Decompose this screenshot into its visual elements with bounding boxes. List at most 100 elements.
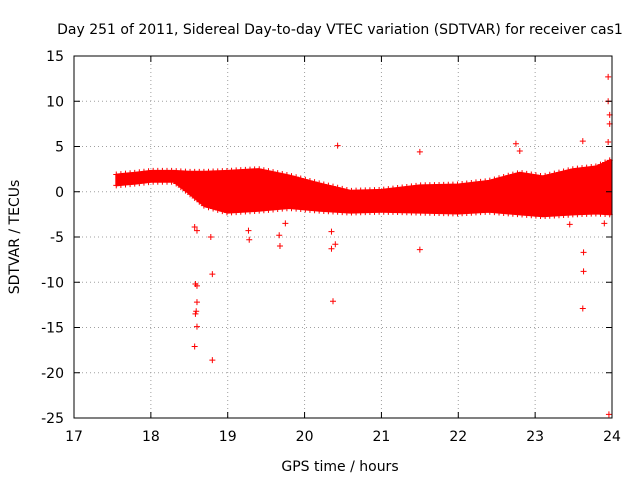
- outlier-point: [193, 323, 200, 330]
- x-tick-label: 18: [142, 429, 160, 445]
- data-point: [403, 183, 410, 190]
- data-point: [380, 186, 387, 193]
- data-point: [136, 169, 143, 176]
- x-tick-label: 23: [526, 429, 544, 445]
- data-point: [182, 187, 189, 194]
- data-point: [343, 186, 350, 193]
- data-point: [477, 178, 484, 185]
- x-tick-label: 19: [219, 429, 237, 445]
- outlier-point: [209, 357, 216, 364]
- y-axis-title: SDTVAR / TECUs: [7, 180, 23, 295]
- outlier-point: [605, 411, 612, 418]
- data-point: [565, 167, 572, 174]
- outlier-point: [207, 234, 214, 240]
- data-point: [523, 170, 530, 177]
- data-point: [140, 168, 147, 175]
- data-point: [297, 175, 304, 182]
- data-point: [569, 166, 576, 173]
- data-point: [136, 180, 143, 187]
- data-point: [597, 161, 604, 168]
- data-point: [574, 165, 581, 172]
- data-point: [491, 176, 498, 183]
- data-point: [583, 164, 590, 171]
- x-tick-label: 22: [449, 429, 467, 445]
- data-point: [274, 170, 281, 177]
- y-tick-label: 15: [46, 49, 64, 65]
- data-point: [210, 205, 217, 212]
- data-point: [293, 174, 300, 181]
- outlier-point: [276, 243, 283, 250]
- data-point: [214, 206, 221, 213]
- x-tick-label: 17: [65, 429, 83, 445]
- outlier-point: [416, 148, 423, 155]
- data-point: [306, 177, 313, 184]
- outlier-point: [209, 271, 216, 278]
- data-point: [311, 179, 318, 186]
- data-point: [265, 168, 272, 175]
- outlier-point: [193, 308, 200, 315]
- x-tick-labels: 17 18 19 20 21 22 23 24: [65, 429, 621, 445]
- data-point: [191, 194, 198, 201]
- outlier-point: [246, 236, 253, 243]
- x-tick-label: 24: [603, 429, 621, 445]
- data-band: [115, 159, 612, 218]
- data-point: [270, 169, 277, 176]
- data-point: [200, 202, 207, 209]
- y-tick-label: 10: [46, 94, 64, 110]
- data-point: [468, 179, 475, 186]
- data-point: [472, 179, 479, 186]
- x-tick-label: 21: [373, 429, 391, 445]
- data-point: [551, 170, 558, 177]
- y-tick-label: -25: [41, 411, 64, 427]
- outlier-point: [580, 268, 587, 275]
- data-point: [399, 184, 406, 191]
- data-point: [168, 178, 175, 185]
- data-point: [339, 185, 346, 192]
- data-point: [542, 172, 549, 179]
- data-markers: [113, 73, 613, 418]
- outlier-point: [328, 228, 335, 235]
- data-point: [260, 167, 267, 174]
- outlier-point: [191, 343, 198, 350]
- grid: [74, 56, 612, 418]
- data-point: [546, 171, 553, 178]
- axis-ticks: [73, 55, 613, 419]
- outlier-point: [579, 138, 586, 145]
- data-point: [140, 179, 147, 186]
- outlier-point: [330, 298, 337, 305]
- data-point: [588, 164, 595, 171]
- data-point: [320, 181, 327, 188]
- data-point: [205, 204, 212, 211]
- data-point: [389, 185, 396, 192]
- data-point: [408, 183, 415, 190]
- y-tick-label: -20: [41, 366, 64, 382]
- data-point: [528, 171, 535, 178]
- data-point: [330, 183, 337, 190]
- outlier-point: [193, 227, 200, 234]
- y-tick-labels: 15 10 5 0 -5 -10 -15 -20 -25: [41, 49, 64, 427]
- data-point: [394, 185, 401, 192]
- y-tick-label: -15: [41, 321, 64, 337]
- data-point: [256, 166, 263, 173]
- y-tick-label: 0: [55, 185, 64, 201]
- data-point: [177, 184, 184, 191]
- outlier-point: [245, 227, 252, 234]
- data-point: [592, 163, 599, 170]
- outlier-point: [601, 220, 608, 227]
- outlier-point: [193, 299, 200, 306]
- chart-title: Day 251 of 2011, Sidereal Day-to-day VTE…: [57, 22, 623, 38]
- data-point: [325, 182, 332, 189]
- data-point: [279, 171, 286, 178]
- outlier-point: [566, 221, 573, 228]
- data-point: [463, 180, 470, 187]
- outlier-point: [191, 224, 198, 231]
- data-point: [560, 168, 567, 175]
- data-point: [486, 177, 493, 184]
- outlier-point: [334, 142, 341, 149]
- data-point: [283, 171, 290, 178]
- data-point: [173, 180, 180, 187]
- outlier-point: [416, 246, 423, 253]
- outlier-point: [605, 73, 612, 80]
- data-point: [288, 173, 295, 180]
